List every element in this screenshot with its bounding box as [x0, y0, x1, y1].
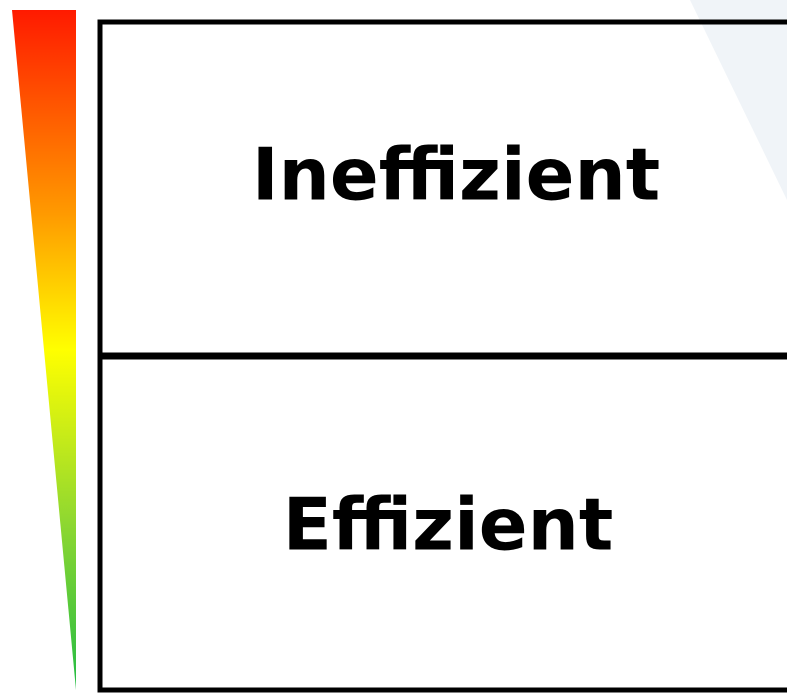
gradient-wedge	[12, 10, 76, 690]
box-bottom	[97, 354, 787, 693]
background-shape	[690, 0, 787, 200]
box-label: Ineffizient	[252, 133, 660, 217]
box-label: Effizient	[283, 483, 614, 567]
